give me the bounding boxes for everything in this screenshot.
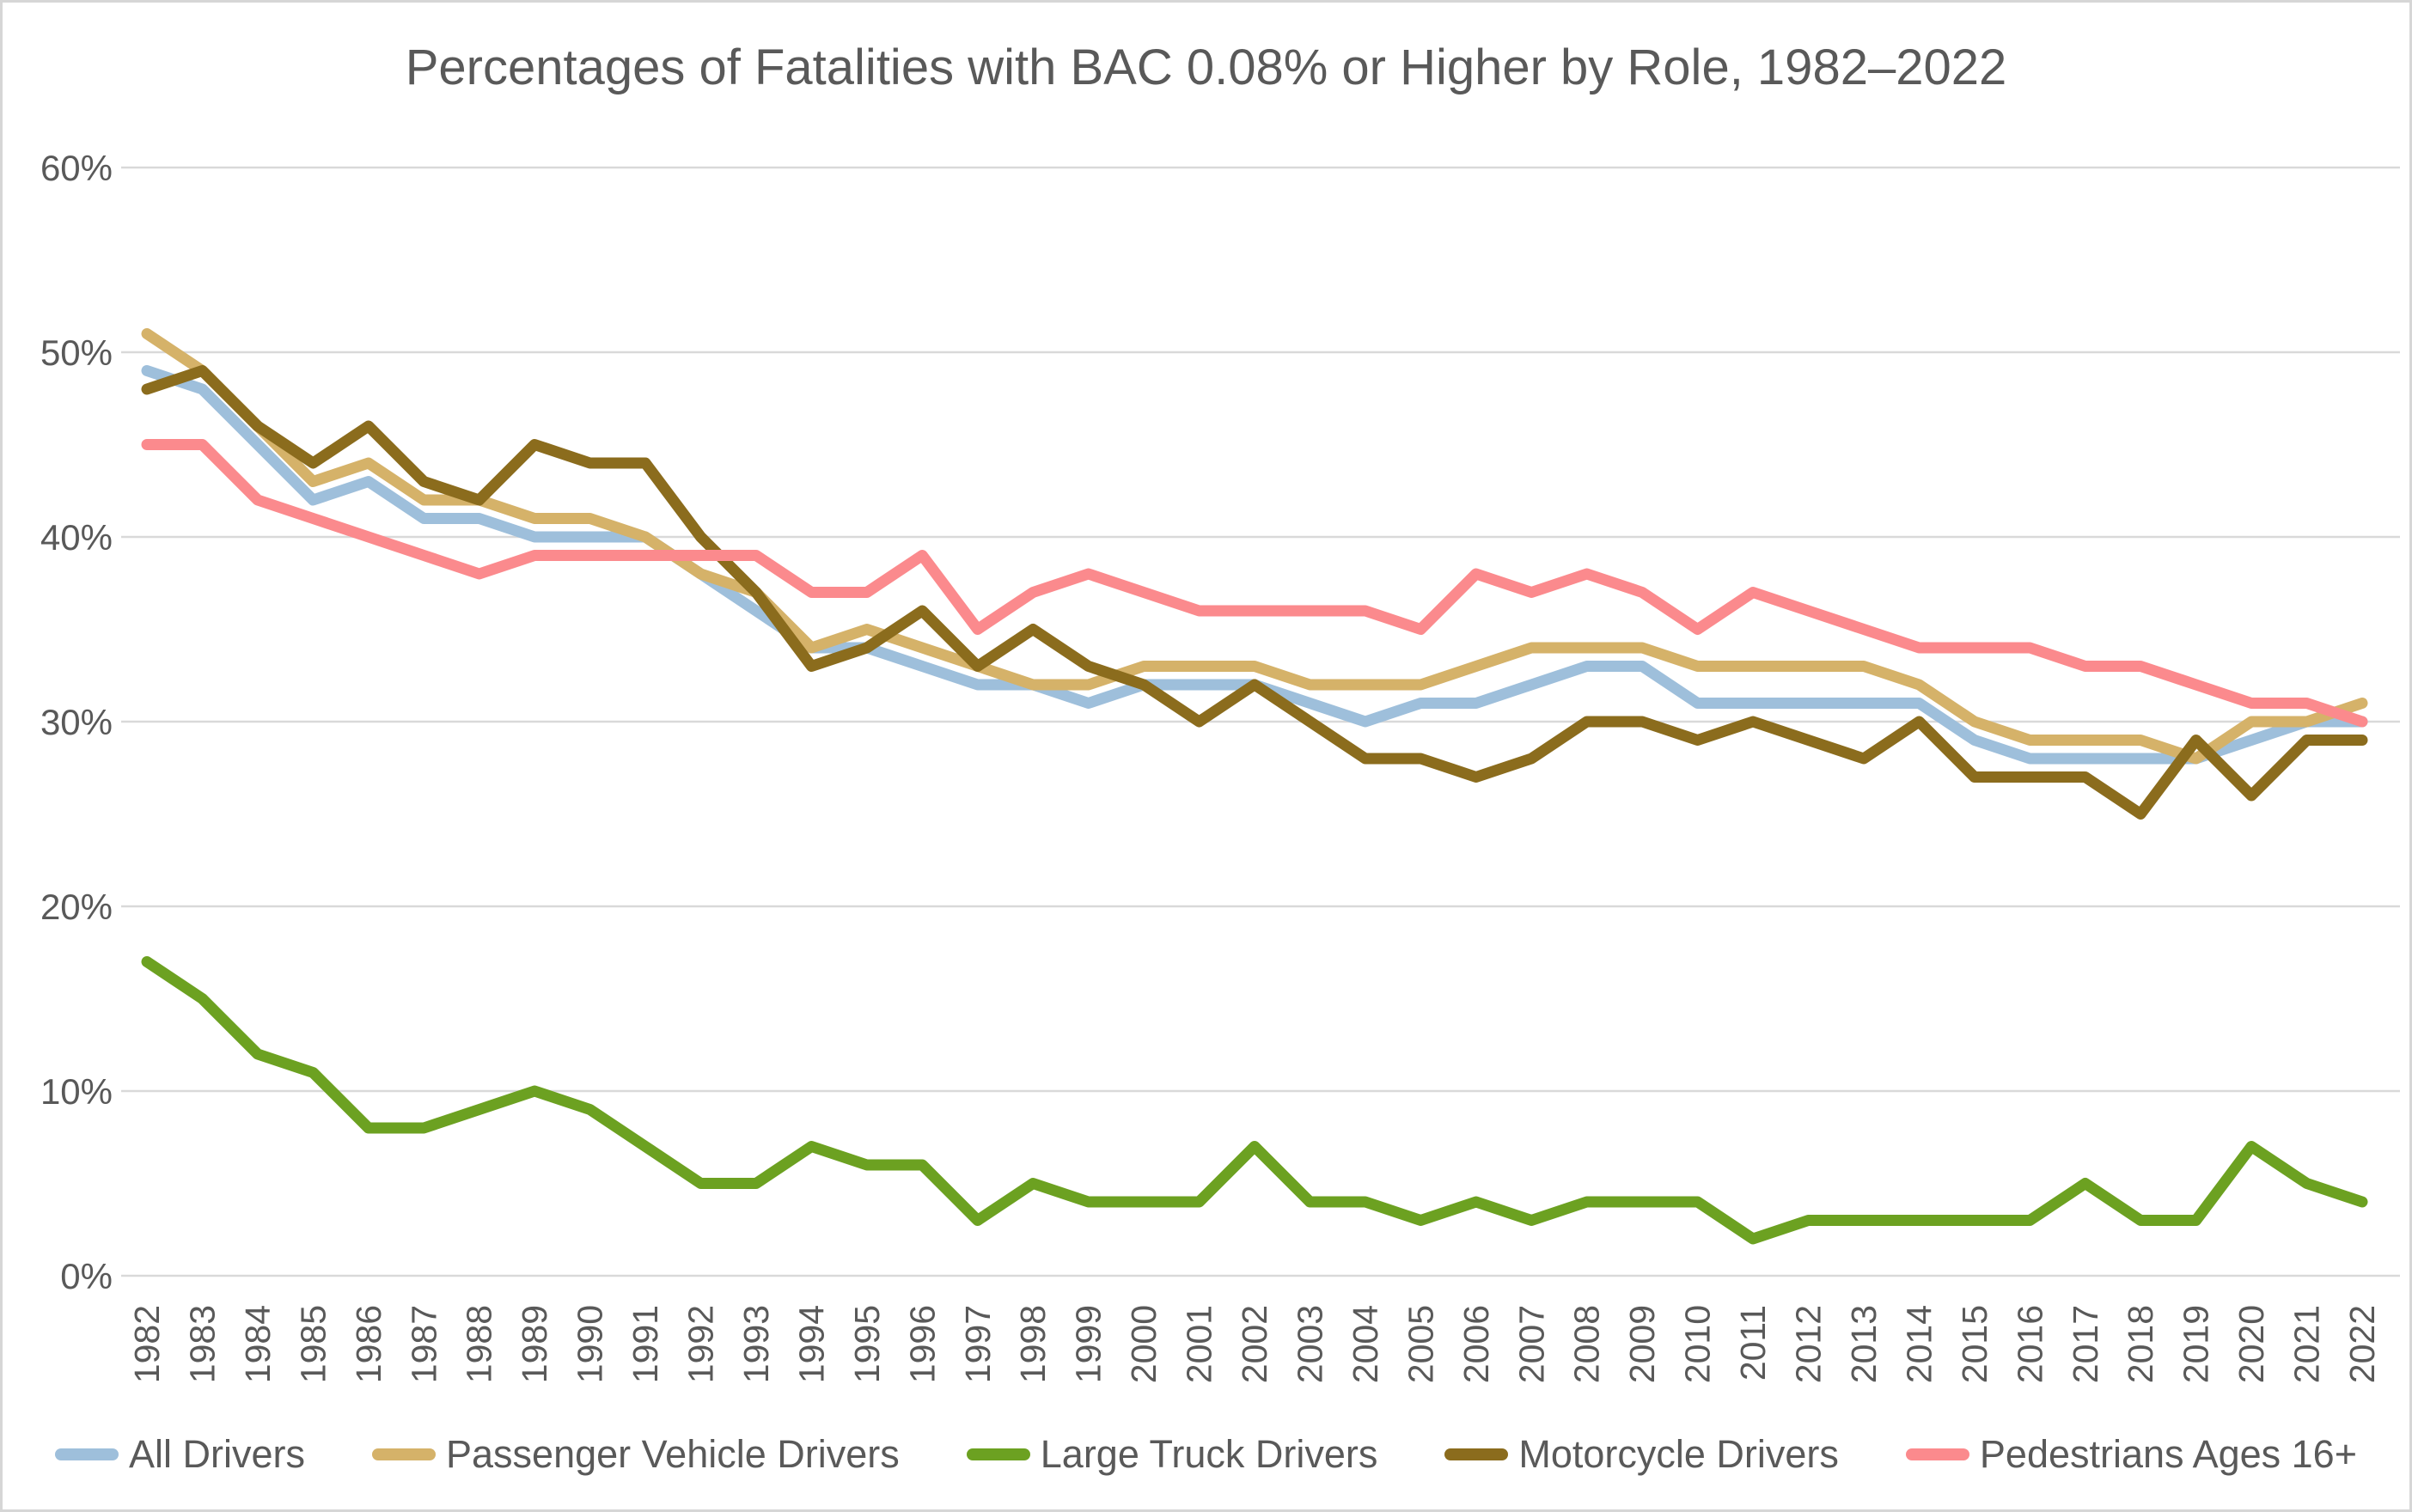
series-line-passenger-vehicle-drivers: [141, 328, 2368, 765]
x-tick-label: 2015: [1955, 1305, 1994, 1383]
series-line-pedestrians-ages-16: [141, 439, 2368, 728]
y-tick-label: 50%: [40, 332, 113, 373]
x-tick-label: 2008: [1567, 1305, 1607, 1383]
x-tick-label: 2011: [1733, 1305, 1773, 1381]
legend-label: Pedestrians Ages 16+: [1979, 1432, 2357, 1476]
chart-title: Percentages of Fatalities with BAC 0.08%…: [405, 40, 2007, 95]
series-line-motorcycle-drivers: [141, 365, 2368, 820]
legend-label: Large Truck Drivers: [1040, 1432, 1378, 1476]
x-tick-label: 2019: [2177, 1305, 2216, 1383]
x-tick-label: 2004: [1346, 1305, 1385, 1383]
x-tick-label: 2001: [1180, 1305, 1219, 1383]
x-tick-label: 1987: [404, 1305, 443, 1383]
x-tick-label: 1988: [460, 1305, 499, 1383]
x-tick-label: 2014: [1899, 1305, 1939, 1383]
legend-item-large-truck-drivers: Large Truck Drivers: [966, 1432, 1378, 1477]
x-tick-label: 2020: [2232, 1305, 2271, 1383]
chart-legend: All Drivers Passenger Vehicle Drivers Larg…: [3, 1432, 2409, 1477]
x-tick-label: 1984: [238, 1305, 278, 1383]
x-tick-label: 2007: [1511, 1305, 1551, 1383]
x-tick-label: 2013: [1844, 1305, 1884, 1383]
y-tick-label: 40%: [40, 517, 113, 558]
x-tick-label: 1983: [182, 1305, 222, 1383]
x-tick-label: 2003: [1290, 1305, 1329, 1383]
legend-item-passenger-vehicle-drivers: Passenger Vehicle Drivers: [372, 1432, 900, 1477]
x-tick-label: 1992: [681, 1305, 721, 1383]
legend-item-motorcycle-drivers: Motorcycle Drivers: [1444, 1432, 1839, 1477]
series-line-large-truck-drivers: [141, 956, 2368, 1245]
legend-swatch-pedestrians-ages-16: [1905, 1448, 1969, 1460]
x-tick-label: 1998: [1013, 1305, 1053, 1383]
series-line-all-drivers: [141, 365, 2368, 765]
x-tick-label: 1994: [791, 1305, 831, 1383]
legend-swatch-passenger-vehicle-drivers: [372, 1448, 437, 1460]
x-tick-label: 2000: [1124, 1305, 1163, 1383]
y-tick-label: 20%: [40, 887, 113, 927]
x-tick-label: 2012: [1789, 1305, 1829, 1383]
x-tick-label: 2017: [2066, 1305, 2105, 1383]
y-tick-label: 10%: [40, 1071, 113, 1112]
x-tick-label: 1985: [293, 1305, 333, 1383]
x-tick-label: 1990: [571, 1305, 610, 1383]
x-tick-label: 2016: [2010, 1305, 2049, 1383]
x-tick-label: 2002: [1235, 1305, 1274, 1383]
x-tick-label: 1996: [902, 1305, 942, 1383]
x-tick-label: 2022: [2342, 1305, 2382, 1383]
x-tick-label: 2018: [2121, 1305, 2160, 1383]
legend-label: Passenger Vehicle Drivers: [446, 1432, 900, 1476]
legend-swatch-large-truck-drivers: [966, 1448, 1030, 1460]
x-tick-label: 2009: [1622, 1305, 1662, 1383]
legend-label: Motorcycle Drivers: [1518, 1432, 1839, 1476]
chart-plot-area: 0% 10% 20% 30% 40% 50% 60% 1982 1983 1984 1985 1986…: [40, 148, 2400, 1383]
x-tick-label: 1989: [515, 1305, 554, 1383]
y-tick-label: 0%: [60, 1256, 113, 1296]
y-tick-label: 60%: [40, 148, 113, 188]
legend-item-all-drivers: All Drivers: [55, 1432, 305, 1477]
x-tick-label: 2005: [1401, 1305, 1440, 1383]
x-tick-label: 1997: [958, 1305, 998, 1383]
x-tick-label: 2010: [1678, 1305, 1718, 1383]
x-tick-label: 2006: [1456, 1305, 1496, 1383]
x-tick-label: 1982: [127, 1305, 167, 1383]
x-tick-label: 2021: [2287, 1305, 2327, 1383]
x-tick-label: 1995: [847, 1305, 887, 1383]
legend-swatch-motorcycle-drivers: [1444, 1448, 1509, 1460]
legend-swatch-all-drivers: [55, 1448, 119, 1460]
x-tick-label: 1986: [349, 1305, 388, 1383]
y-tick-label: 30%: [40, 702, 113, 742]
x-tick-label: 1993: [736, 1305, 776, 1383]
x-tick-label: 1999: [1069, 1305, 1108, 1383]
legend-item-pedestrians-ages-16: Pedestrians Ages 16+: [1905, 1432, 2357, 1477]
x-tick-label: 1991: [626, 1305, 665, 1383]
legend-label: All Drivers: [129, 1432, 306, 1476]
